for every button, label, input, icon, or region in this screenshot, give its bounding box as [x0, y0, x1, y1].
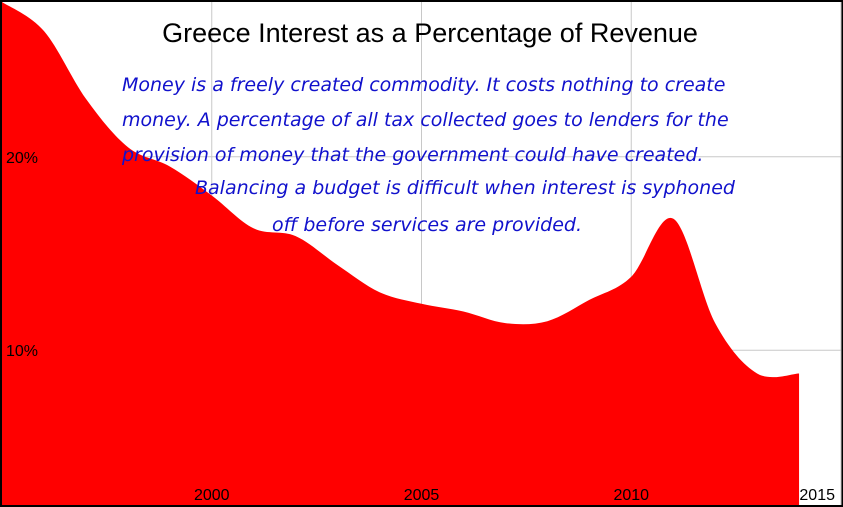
annotation-line-5: off before services are provided. [272, 214, 582, 236]
x-tick-label-2: 2010 [613, 487, 649, 504]
annotation-line-4: Balancing a budget is difficult when int… [195, 177, 736, 199]
tick-labels: 2000 2005 2010 2015 20% 10% [6, 150, 835, 504]
annotation-line-1: Money is a freely created commodity. It … [122, 74, 725, 96]
y-tick-label-0: 20% [6, 150, 38, 167]
area-series [2, 2, 800, 505]
annotation-line-3: provision of money that the government c… [121, 144, 703, 166]
x-tick-label-0: 2000 [194, 487, 230, 504]
x-tick-label-3: 2015 [799, 487, 835, 504]
y-tick-label-1: 10% [6, 343, 38, 360]
chart-title: Greece Interest as a Percentage of Reven… [162, 18, 698, 48]
x-tick-label-1: 2005 [404, 487, 440, 504]
annotation-line-2: money. A percentage of all tax collected… [122, 109, 729, 131]
interest-area [2, 2, 800, 505]
